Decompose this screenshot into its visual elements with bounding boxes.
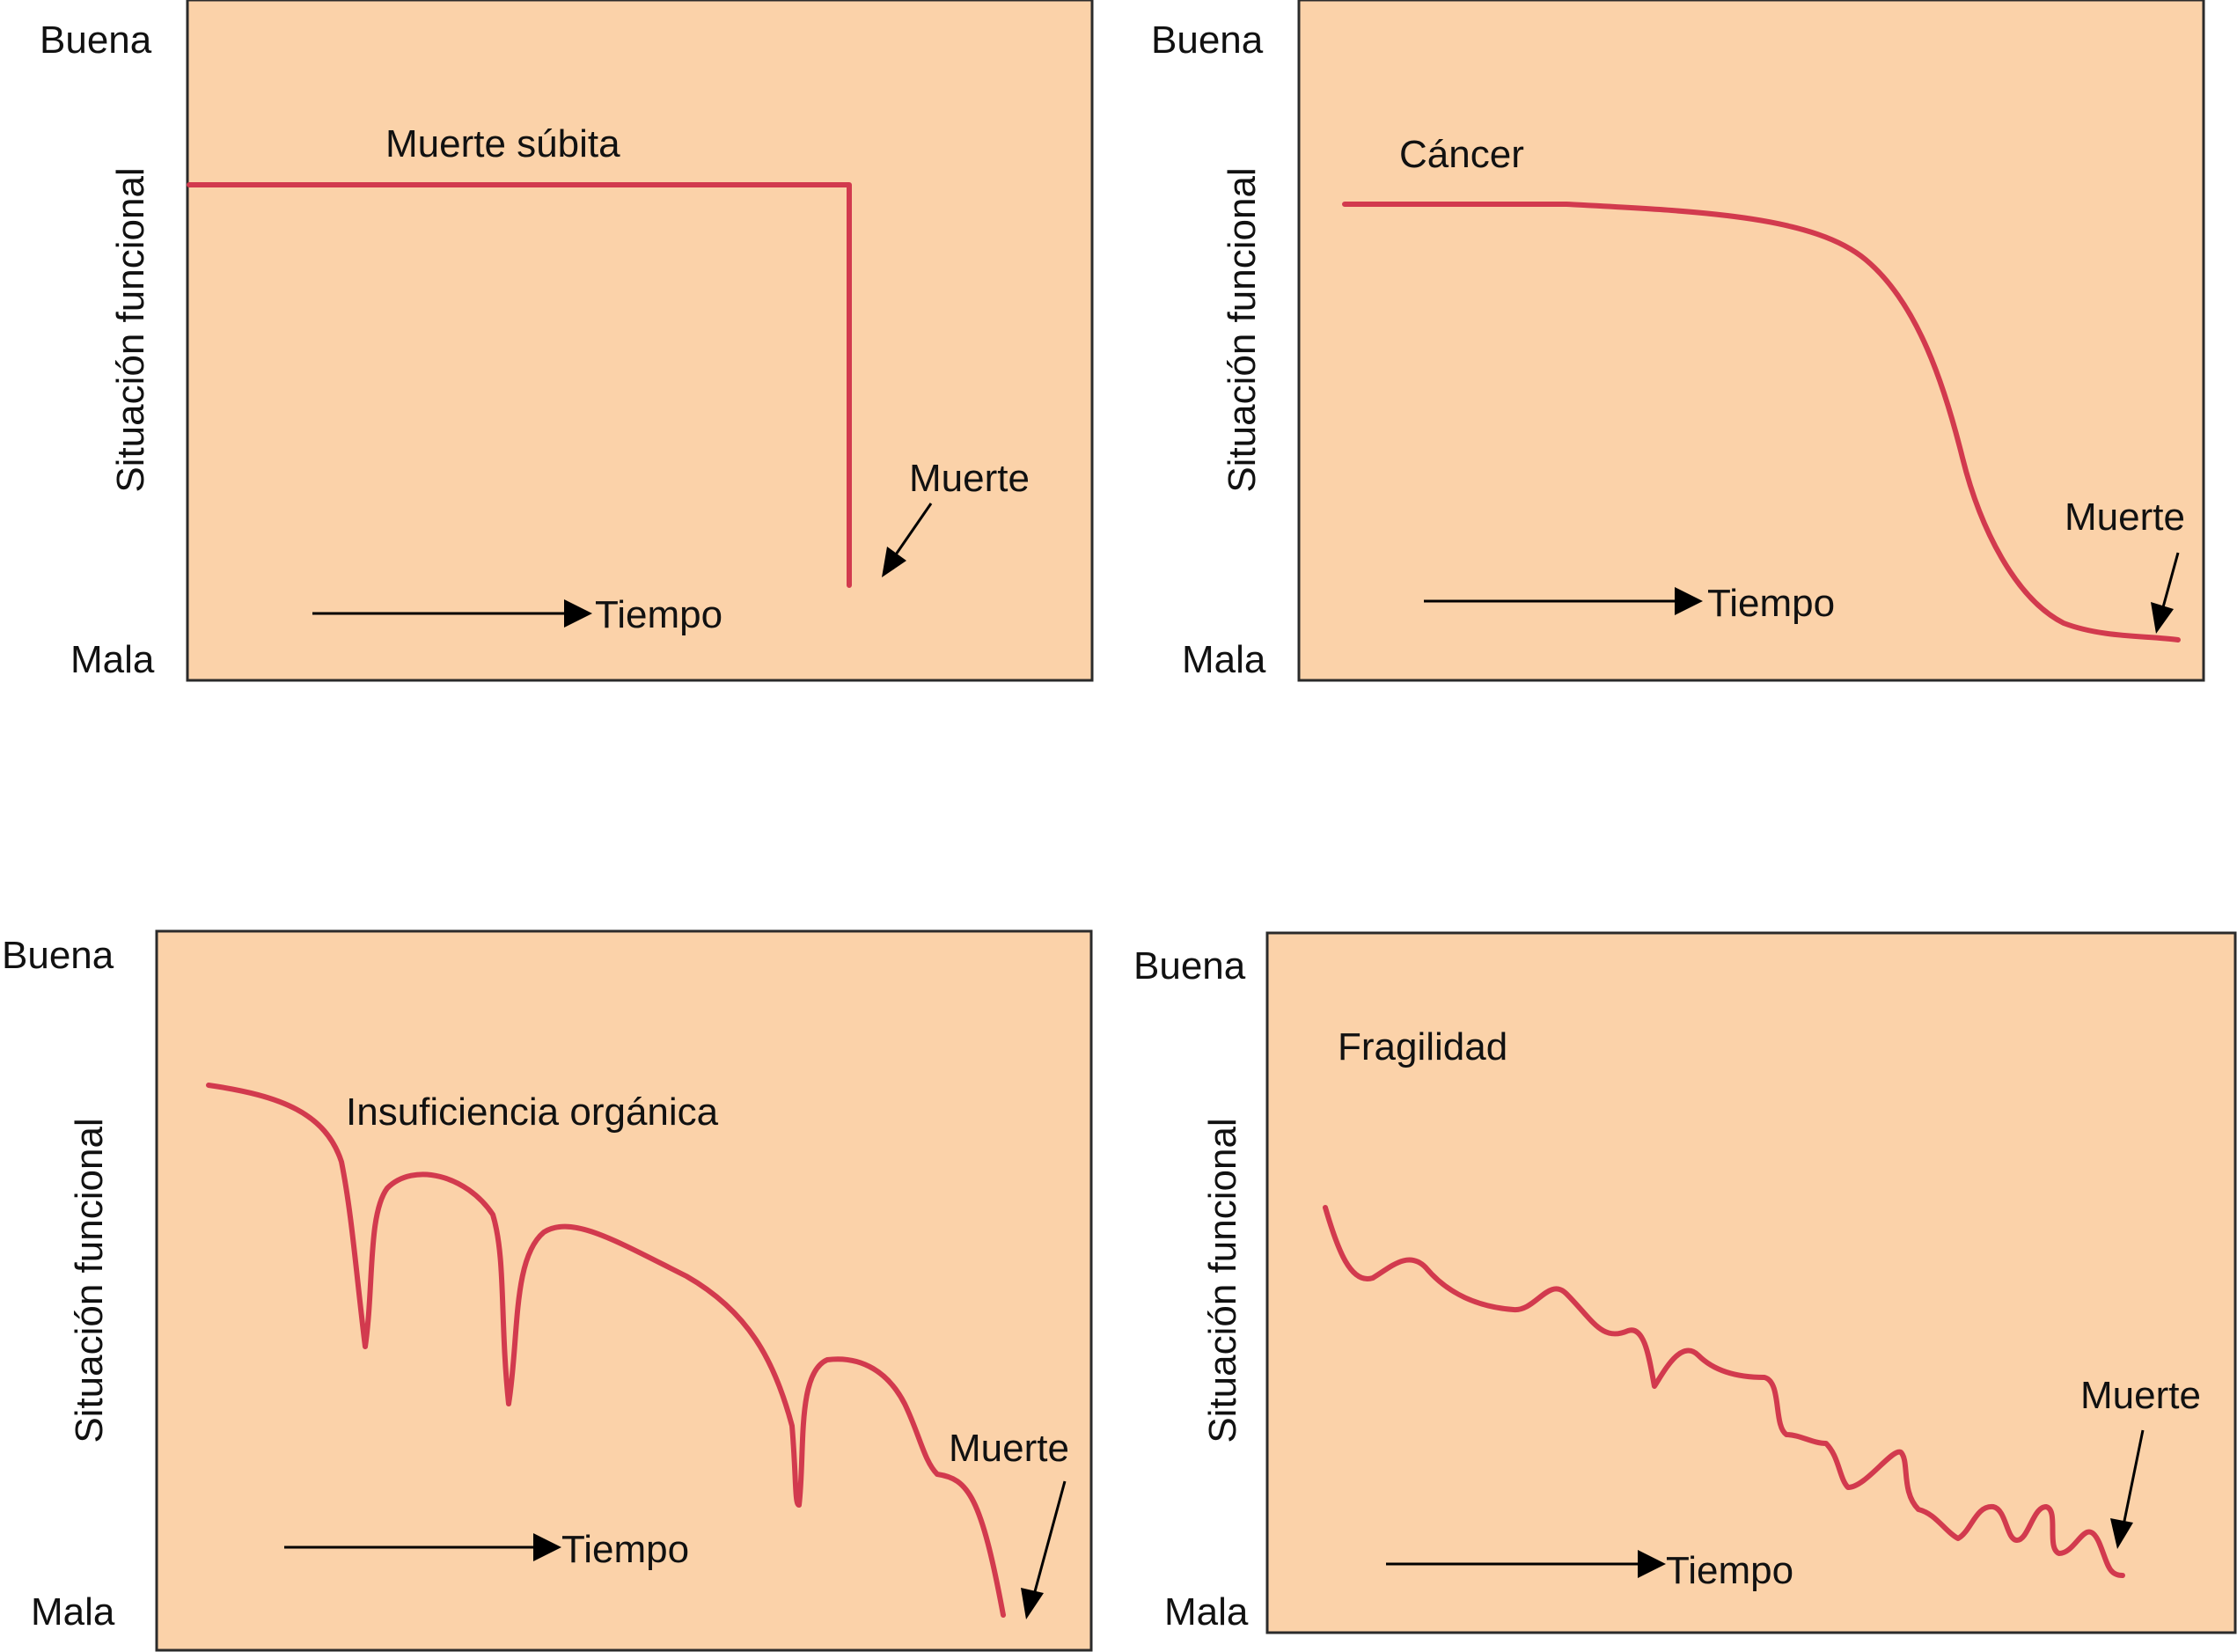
panel-sudden-death: Buena Mala Situación funcional Muerte sú… <box>40 0 1094 682</box>
death-label: Muerte <box>909 457 1030 500</box>
death-arrow <box>1032 1480 1067 1596</box>
label-bad: Mala <box>1164 1590 1249 1634</box>
time-label: Tiempo <box>1666 1549 1793 1592</box>
panel-frame <box>1265 931 2237 1634</box>
death-arrow-head <box>1021 1588 1044 1619</box>
y-axis-label: Situación funcional <box>68 1118 111 1443</box>
time-arrow-head <box>533 1533 561 1561</box>
time-label: Tiempo <box>1707 582 1835 625</box>
y-axis-label: Situación funcional <box>109 167 152 492</box>
label-bad: Mala <box>31 1590 115 1634</box>
death-arrow-head <box>2151 602 2174 634</box>
curve-label: Fragilidad <box>1338 1025 1507 1068</box>
curve-label: Insuficiencia orgánica <box>346 1090 719 1134</box>
death-label: Muerte <box>2065 496 2185 539</box>
label-good: Buena <box>2 934 114 977</box>
time-label: Tiempo <box>561 1528 689 1571</box>
panel-cancer: Buena Mala Situación funcional Cáncer Ti… <box>1151 0 2205 682</box>
curve-label: Cáncer <box>1399 133 1524 176</box>
panel-organ-failure: Buena Mala Situación funcional Insuficie… <box>2 929 1093 1652</box>
death-arrow <box>2122 1429 2145 1526</box>
trajectory-curve <box>187 182 852 588</box>
death-arrow-head <box>882 547 906 577</box>
panel-frailty: Buena Mala Situación funcional Fragilida… <box>1133 931 2237 1634</box>
y-axis-label: Situación funcional <box>1221 167 1264 492</box>
time-arrow-head <box>1638 1550 1666 1578</box>
trajectory-curve <box>206 1083 1006 1618</box>
death-label: Muerte <box>2080 1374 2201 1417</box>
label-bad: Mala <box>1182 638 1266 681</box>
curve-label: Muerte súbita <box>385 122 620 165</box>
label-good: Buena <box>1151 18 1264 62</box>
time-arrow-head <box>1675 587 1703 615</box>
trajectory-curve <box>1323 1205 2125 1578</box>
time-arrow-head <box>564 599 592 628</box>
label-good: Buena <box>40 18 152 62</box>
panel-frame <box>186 0 1094 682</box>
death-arrow <box>894 503 933 555</box>
label-good: Buena <box>1133 944 1246 988</box>
label-bad: Mala <box>70 638 155 681</box>
trajectory-curve <box>1342 202 2181 642</box>
death-arrow-head <box>2110 1518 2133 1549</box>
time-label: Tiempo <box>595 593 722 636</box>
death-arrow <box>2161 552 2180 608</box>
panel-frame <box>155 929 1093 1652</box>
panel-frame <box>1297 0 2205 682</box>
y-axis-label: Situación funcional <box>1201 1118 1244 1443</box>
death-label: Muerte <box>949 1427 1069 1470</box>
